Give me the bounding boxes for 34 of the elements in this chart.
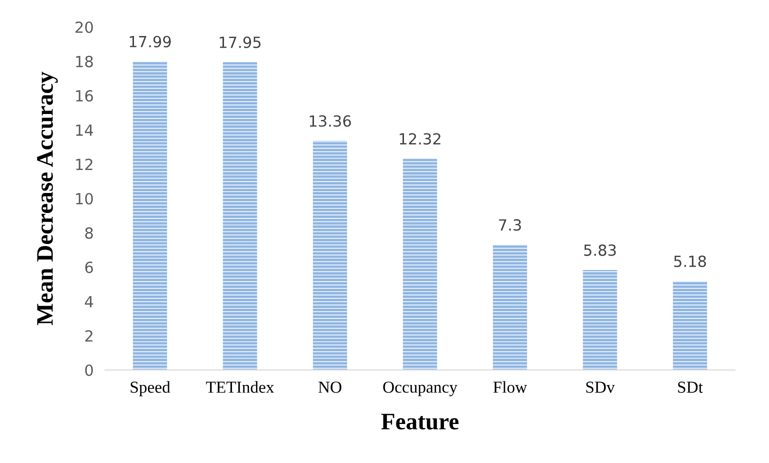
y-tick-label: 6 bbox=[85, 262, 93, 274]
data-label: 12.32 bbox=[400, 133, 440, 145]
y-tick-label: 4 bbox=[84, 296, 94, 308]
y-tick-label: 8 bbox=[85, 227, 93, 239]
y-tick-label: 12 bbox=[76, 158, 92, 170]
x-tick-label: SDt bbox=[678, 382, 703, 393]
y-tick-label: 0 bbox=[85, 364, 93, 376]
x-tick-label: Speed bbox=[130, 381, 170, 396]
x-tick-label: Flow bbox=[493, 381, 528, 393]
y-tick-label: 20 bbox=[76, 21, 93, 34]
data-label: 7.3 bbox=[499, 219, 521, 231]
data-label: 5.83 bbox=[584, 244, 616, 256]
data-label: 13.36 bbox=[310, 115, 351, 127]
y-tick-label: 2 bbox=[85, 330, 92, 342]
x-axis-title: Feature bbox=[381, 414, 459, 430]
y-tick-label: 16 bbox=[76, 90, 93, 102]
bar bbox=[402, 158, 438, 370]
y-axis-title: Mean Decrease Accuracy bbox=[37, 72, 58, 326]
x-tick-label: SDv bbox=[586, 382, 615, 393]
y-tick-label: 10 bbox=[76, 192, 93, 205]
bar bbox=[492, 244, 528, 370]
data-label: 17.95 bbox=[220, 36, 261, 48]
x-tick-label: Occupancy bbox=[383, 382, 458, 396]
x-tick-label: TETIndex bbox=[206, 381, 274, 393]
y-tick-label: 18 bbox=[76, 56, 93, 68]
bar bbox=[312, 140, 348, 370]
bar bbox=[672, 281, 708, 370]
x-tick-label: NO bbox=[318, 382, 342, 393]
data-label: 17.99 bbox=[130, 36, 171, 48]
bar bbox=[222, 62, 258, 370]
data-label: 5.18 bbox=[674, 256, 706, 268]
y-tick-label: 14 bbox=[76, 124, 94, 136]
bar bbox=[582, 270, 618, 370]
bar bbox=[132, 61, 168, 370]
